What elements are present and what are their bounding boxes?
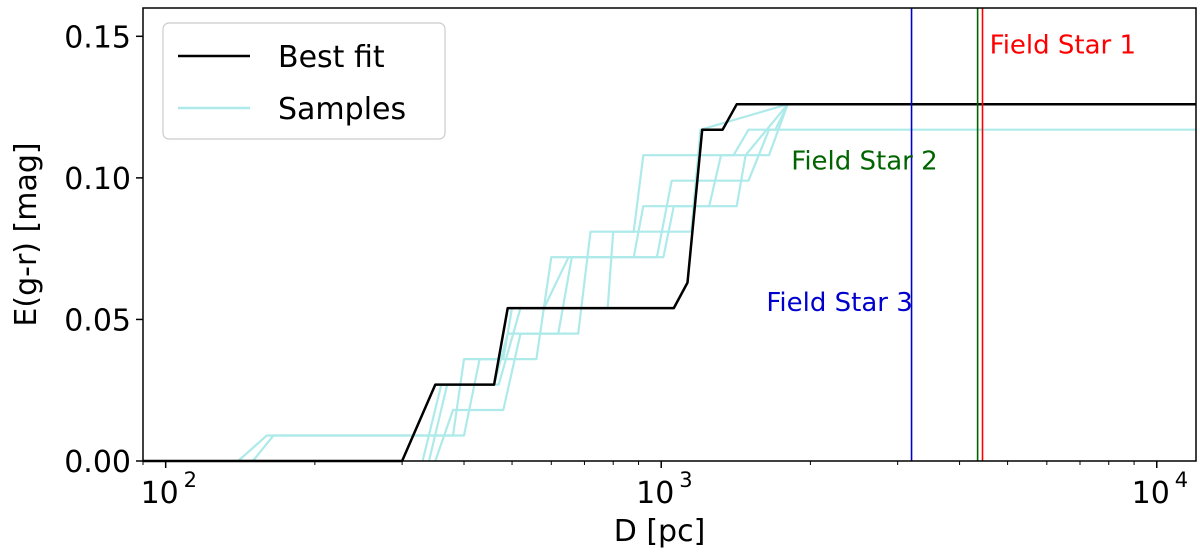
x-tick-base: 10	[636, 476, 674, 511]
vlines-layer	[910, 8, 984, 461]
legend: Best fit Samples	[162, 22, 446, 140]
series-best-fit	[143, 103, 1196, 463]
x-axis-label: D [pc]	[614, 514, 706, 549]
x-tick-label: 10 4	[1132, 468, 1188, 511]
x-tick-exponent: 4	[1175, 468, 1188, 492]
y-tick-label: 0.05	[64, 303, 131, 338]
x-tick-exponent: 2	[184, 468, 197, 492]
legend-label-best-fit: Best fit	[278, 40, 385, 75]
x-tick-label: 10 2	[141, 468, 197, 511]
series-sample-1	[237, 103, 789, 462]
y-ticks: 0.00 0.05 0.10 0.15	[64, 20, 143, 480]
annotation-field-star-2: Field Star 2	[791, 146, 937, 176]
series-sample-2	[252, 103, 789, 462]
y-tick-label: 0.15	[64, 20, 131, 55]
bestfit-layer	[143, 103, 1196, 463]
annotation-field-star-3: Field Star 3	[766, 288, 912, 318]
plot-frame	[142, 7, 1197, 462]
legend-label-samples: Samples	[278, 92, 406, 127]
series-sample-5	[434, 103, 789, 462]
x-tick-base: 10	[1132, 476, 1170, 511]
x-tick-label: 10 3	[636, 468, 692, 511]
annotations-layer: Field Star 3 Field Star 2 Field Star 1	[766, 30, 1136, 318]
y-axis-label: E(g-r) [mag]	[9, 142, 44, 326]
legend-box	[162, 22, 446, 140]
x-tick-exponent: 3	[679, 468, 692, 492]
x-ticks: 10 2 10 3 10 4	[141, 461, 1188, 511]
x-tick-base: 10	[141, 476, 179, 511]
samples-layer	[237, 103, 1196, 462]
y-tick-label: 0.10	[64, 162, 131, 197]
series-sample-3	[421, 103, 789, 462]
y-tick-label: 0.00	[64, 445, 131, 480]
annotation-field-star-1: Field Star 1	[990, 30, 1136, 60]
